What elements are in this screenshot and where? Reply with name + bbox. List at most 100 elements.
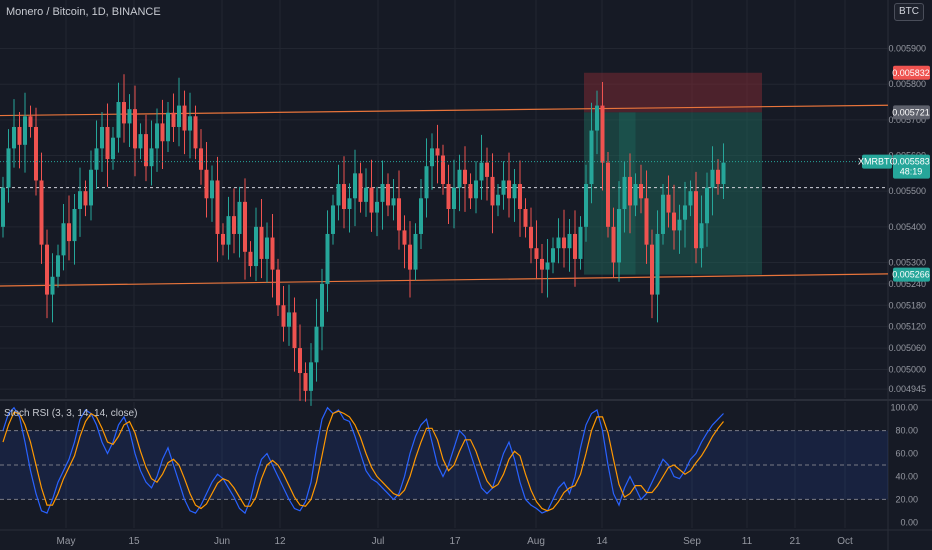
candle-body [688,191,693,206]
price-tick-label: 0.005240 [888,279,926,289]
candle-body [89,169,93,206]
candle-body [320,283,324,327]
candle-body [166,112,170,142]
candle-body [452,187,456,209]
candle-body [578,226,583,259]
candle-body [133,109,137,149]
candle-body [67,223,71,242]
symbol-badge-label: XMRBTC [858,157,897,167]
price-badge [893,105,930,120]
candle-body [309,362,313,391]
candle-body [584,184,588,227]
candle-body [666,194,671,213]
candle-body [534,248,539,259]
price-tick-label: 0.005800 [888,79,926,89]
candle-body [463,169,467,185]
candle-body [424,166,429,199]
candle-body [6,148,11,188]
candle-body [287,312,291,327]
candle-body [369,187,374,213]
current-price-badge [893,154,930,179]
price-tick-label: 0.005400 [888,222,926,232]
candle-body [545,262,550,270]
candle-body [111,137,115,160]
candle-body [50,276,55,295]
currency-button[interactable]: BTC [894,3,924,21]
candle-body [391,198,396,206]
candle-body [413,233,418,270]
candle-body [375,201,379,213]
candle-body [314,326,319,363]
time-tick-label: 15 [128,536,140,547]
candle-body [501,180,506,195]
time-tick-label: Jun [214,536,230,547]
candle-body [562,237,566,249]
price-badge [893,267,930,282]
time-tick-label: 11 [742,536,753,547]
candle-body [325,233,330,284]
candle-body [694,191,698,249]
candle-body [188,116,192,131]
price-tick-label: 0.005060 [888,343,926,353]
candle-body [507,180,511,199]
candle-body [683,205,687,220]
candle-body [441,155,445,185]
candle-body [600,105,605,163]
stoch-tick-label: 60.00 [895,449,918,459]
price-badge-label: 0.005832 [892,68,930,78]
candle-body [446,184,451,209]
candle-body [331,205,335,234]
stoch-tick-label: 40.00 [895,471,918,481]
candle-body [457,169,462,188]
stoch-tick-label: 100.00 [890,403,918,413]
candle-body [589,130,594,185]
candle-body [353,173,357,199]
candle-body [655,233,660,295]
stop-loss-zone [584,72,762,113]
candle-body [573,233,577,259]
candle-body [298,348,302,374]
candle-body [644,198,649,245]
candle-body [408,244,412,270]
candle-body [28,116,33,127]
indicator-title[interactable]: Stoch RSI (3, 3, 14, 14, close) [4,408,138,419]
take-profit-zone [584,112,762,275]
candle-body [628,176,632,206]
candle-body [523,209,528,227]
candle-body [485,162,489,177]
price-tick-label: 0.005300 [888,257,926,267]
candle-body [639,184,643,199]
time-tick-label: Jul [372,536,385,547]
candle-body [567,233,572,249]
price-tick-label: 0.005120 [888,322,926,332]
candle-body [199,148,203,170]
candle-body [138,134,143,149]
candle-body [144,134,148,167]
candle-body [364,187,368,202]
candle-body [171,112,176,127]
candle-body [105,126,110,160]
candle-body [402,230,407,245]
price-badge-label: 0.005266 [892,270,930,280]
candle-body [177,105,181,127]
candle-body [276,269,280,306]
candle-body [347,198,352,209]
candle-body [490,176,495,206]
candle-body [419,198,423,234]
candle-body [661,194,665,234]
candle-body [518,184,522,209]
price-tick-label: 0.004945 [888,384,926,394]
time-tick-label: Sep [683,536,701,547]
candle-body [232,216,236,234]
candle-body [430,148,434,167]
candle-body [303,373,308,391]
channel-upper-line [0,104,889,117]
candle-body [551,248,555,263]
candle-body [512,184,517,199]
candle-body [540,258,544,270]
candle-body [617,209,621,263]
candle-body [122,102,126,124]
price-tick-label: 0.005700 [888,115,926,125]
price-tick-label: 0.005180 [888,300,926,310]
